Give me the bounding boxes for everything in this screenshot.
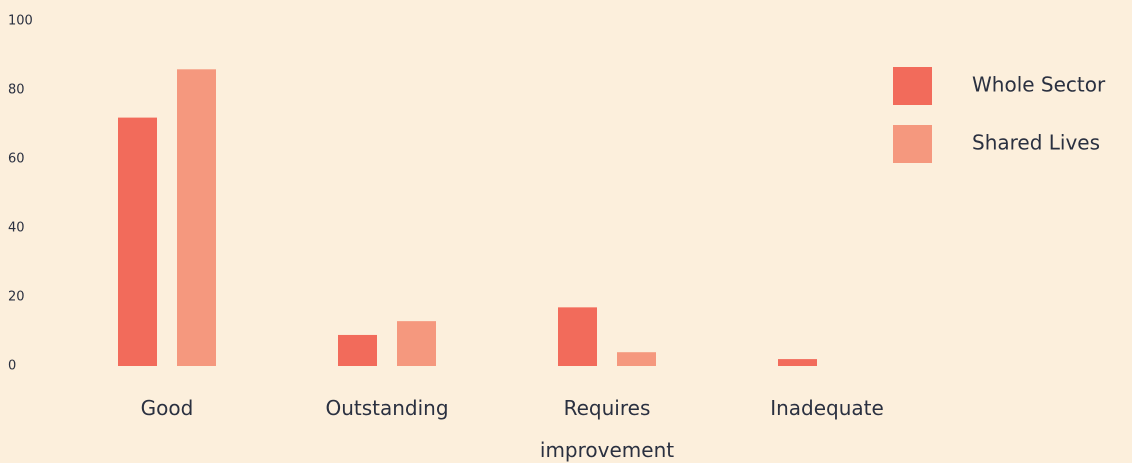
bar xyxy=(778,359,817,366)
y-tick-label: 20 xyxy=(8,290,25,305)
bar xyxy=(397,321,436,366)
legend-label: Shared Lives xyxy=(972,131,1100,155)
bar xyxy=(338,334,377,366)
bar xyxy=(617,352,656,366)
x-tick-label: Outstanding xyxy=(325,396,449,420)
legend-swatch xyxy=(893,67,932,105)
bar xyxy=(558,307,597,366)
x-tick-label: Good xyxy=(140,396,194,420)
bar xyxy=(118,117,157,366)
legend-label: Whole Sector xyxy=(972,73,1106,97)
x-tick-label: Inadequate xyxy=(770,396,884,420)
x-tick-label: Requires improvement xyxy=(539,396,675,462)
y-tick-label: 40 xyxy=(8,221,25,236)
y-tick-label: 100 xyxy=(8,14,33,29)
y-tick-label: 60 xyxy=(8,152,25,167)
y-tick-label: 80 xyxy=(8,83,25,98)
bar xyxy=(177,69,216,367)
legend-swatch xyxy=(893,125,932,163)
y-tick-label: 0 xyxy=(8,359,16,374)
